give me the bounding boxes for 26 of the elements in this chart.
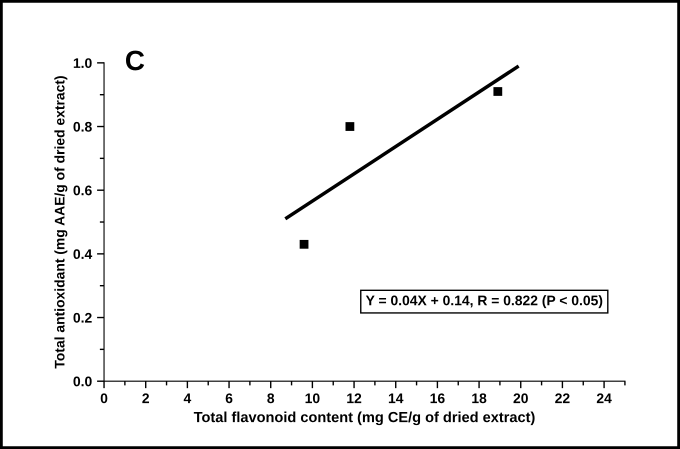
point: [300, 240, 308, 249]
x-tick-label: 16: [430, 393, 445, 404]
y-tick-label: 0.6: [73, 186, 92, 196]
y-tick-label: 0.4: [73, 249, 92, 260]
x-tick-label: 4: [184, 394, 192, 404]
x-tick-label: 18: [472, 393, 486, 404]
x-axis-title: Total flavonoid content (mg CE/g of dried extract): [194, 412, 535, 426]
y-tick-label: 0.8: [73, 122, 92, 132]
x-tick-label: 6: [226, 393, 232, 404]
annotation: Y = 0.04X + 0.14, R = 0.822 (P < 0.05): [366, 295, 602, 308]
x-tick-label: 8: [267, 393, 274, 404]
point: [346, 122, 354, 131]
y-tick-label: 0.0: [73, 376, 92, 386]
y-axis-title: Total antioxidant (mg AAE/g of dried extract): [54, 76, 68, 368]
y-tick-label: 1.0: [74, 58, 92, 68]
x-tick-label: 14: [388, 394, 404, 404]
x-tick-label: 12: [347, 393, 362, 404]
annotation: C: [126, 50, 144, 70]
y-tick-label: 0.2: [73, 312, 92, 323]
point: [493, 87, 502, 96]
x-tick-label: 22: [555, 393, 570, 404]
x-tick-label: 0: [100, 393, 108, 404]
x-tick-label: 2: [142, 393, 150, 404]
x-tick-label: 24: [596, 393, 612, 404]
x-tick-label: 10: [306, 393, 320, 404]
x-tick-label: 20: [514, 393, 528, 404]
